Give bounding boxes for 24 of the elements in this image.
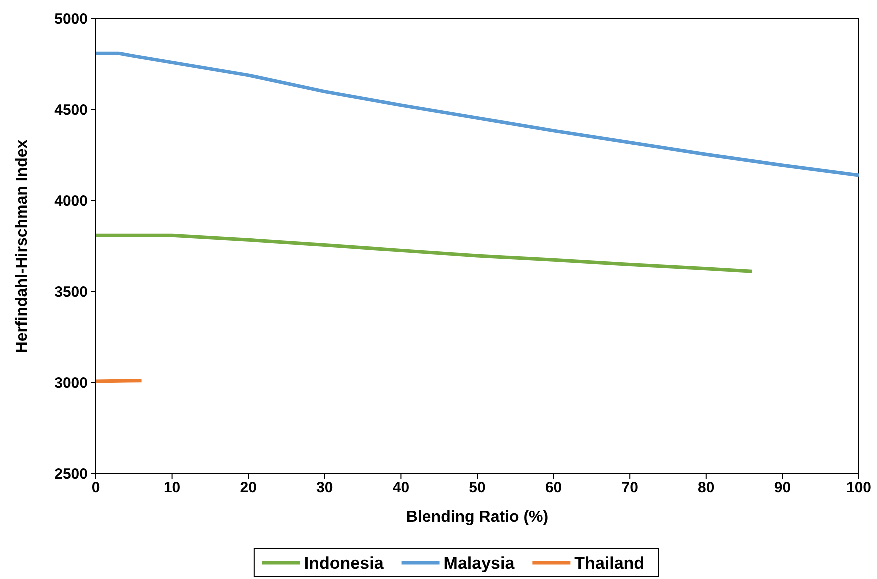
x-tick-label: 10 bbox=[164, 480, 181, 497]
x-tick-label: 70 bbox=[622, 480, 638, 497]
y-tick-label: 4000 bbox=[54, 192, 88, 210]
x-tick-label: 50 bbox=[469, 480, 486, 497]
y-axis-title: Herfindahl-Hirschman Index bbox=[14, 140, 31, 354]
legend-label: Thailand bbox=[574, 554, 645, 573]
legend-label: Indonesia bbox=[304, 554, 384, 573]
x-tick-label: 90 bbox=[774, 480, 792, 497]
y-tick-label: 3500 bbox=[54, 284, 88, 301]
x-tick-label: 80 bbox=[698, 480, 715, 497]
x-tick-label: 60 bbox=[545, 480, 562, 497]
x-tick-label: 30 bbox=[316, 480, 334, 497]
line-series bbox=[94, 234, 754, 274]
x-tick-label: 0 bbox=[92, 480, 100, 497]
x-tick-label: 100 bbox=[846, 480, 872, 497]
legend-label: Malaysia bbox=[444, 554, 516, 573]
y-tick-label: 4500 bbox=[54, 102, 88, 119]
y-tick-label: 3000 bbox=[54, 374, 88, 392]
x-axis-title: Blending Ratio (%) bbox=[406, 509, 549, 526]
y-tick-label: 5000 bbox=[54, 10, 88, 28]
line-series bbox=[94, 52, 861, 178]
y-tick-label: 2500 bbox=[54, 466, 88, 483]
x-tick-label: 40 bbox=[392, 480, 410, 497]
x-tick-label: 20 bbox=[240, 480, 257, 497]
